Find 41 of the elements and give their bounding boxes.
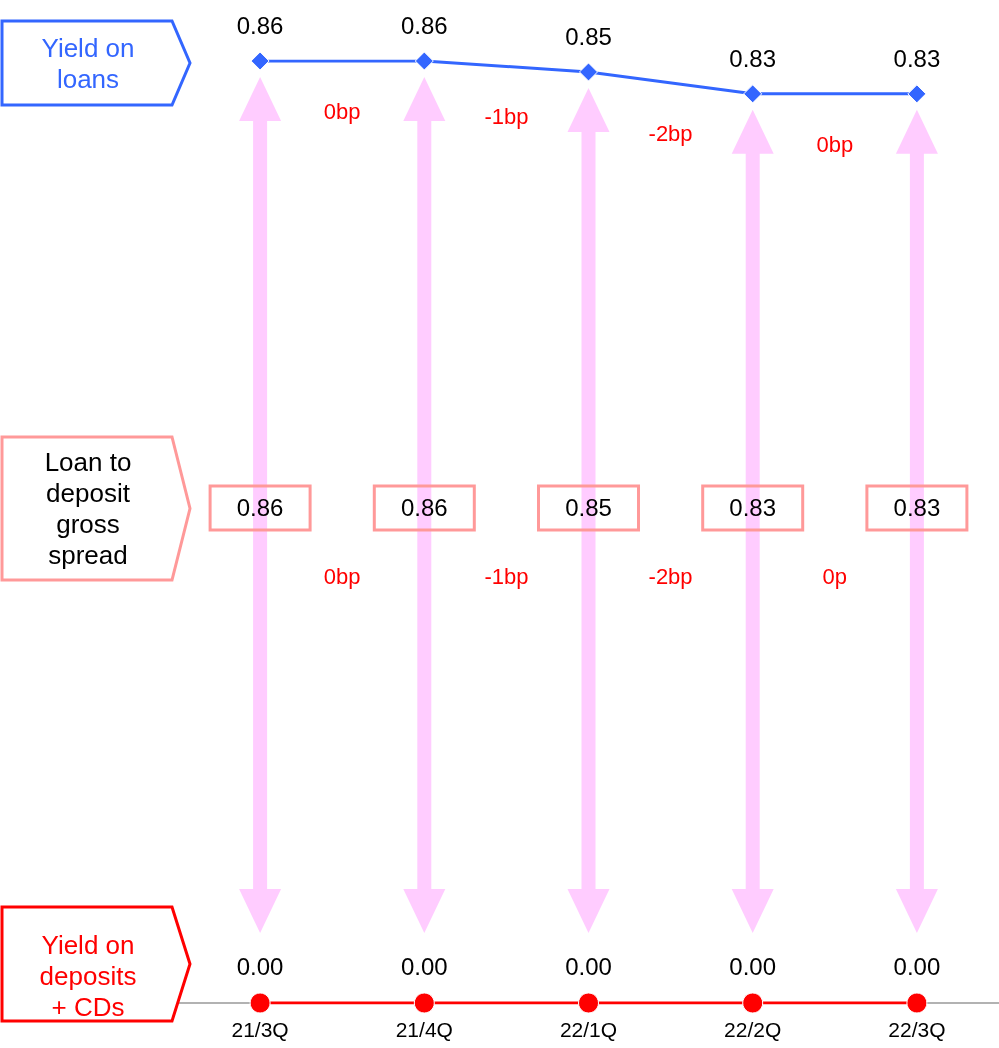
point [414, 51, 434, 71]
data-label: 0.00 [400, 953, 448, 980]
annotation: 0p [822, 563, 848, 589]
text: Yield on loans [41, 32, 135, 94]
data-label: 0.00 [893, 953, 941, 980]
x-tick-label: 22/3Q [888, 1018, 946, 1041]
annotation: 0.86 [236, 494, 284, 522]
point [907, 84, 927, 104]
annotation: 0.83 [729, 494, 777, 522]
text: Loan to deposit gross spread [44, 446, 132, 571]
x-tick-label: 21/4Q [395, 1018, 453, 1041]
point [743, 84, 763, 104]
data-label: 0.85 [565, 22, 612, 50]
annotation: -2bp [648, 563, 693, 589]
x-tick-label: 22/2Q [724, 1018, 782, 1041]
point [249, 992, 271, 1014]
point [250, 51, 270, 71]
annotation: -1bp [484, 104, 529, 130]
x-tick-label: 21/3Q [231, 1018, 289, 1041]
annotation: 0bp [816, 131, 854, 157]
data-label: 0.83 [893, 44, 941, 72]
data-label: 0.83 [729, 44, 777, 72]
point [742, 992, 764, 1014]
point [413, 992, 435, 1014]
x-tick-label: 22/1Q [559, 1018, 618, 1041]
annotation: 0.83 [893, 494, 941, 522]
point [906, 992, 928, 1014]
annotation: 0bp [323, 98, 361, 124]
data-label: 0.00 [236, 953, 284, 980]
text: Yield on deposits + CDs [39, 929, 137, 1023]
point [578, 992, 599, 1014]
data-label: 0.86 [400, 12, 448, 39]
annotation: 0bp [323, 563, 361, 589]
annotation: 0.86 [400, 494, 448, 522]
point [579, 62, 598, 82]
annotation: -1bp [484, 563, 529, 589]
data-label: 0.00 [729, 953, 777, 980]
annotation: -2bp [648, 120, 693, 146]
data-label: 0.86 [236, 12, 284, 39]
annotation: 0.85 [565, 494, 612, 522]
data-label: 0.00 [565, 953, 612, 980]
